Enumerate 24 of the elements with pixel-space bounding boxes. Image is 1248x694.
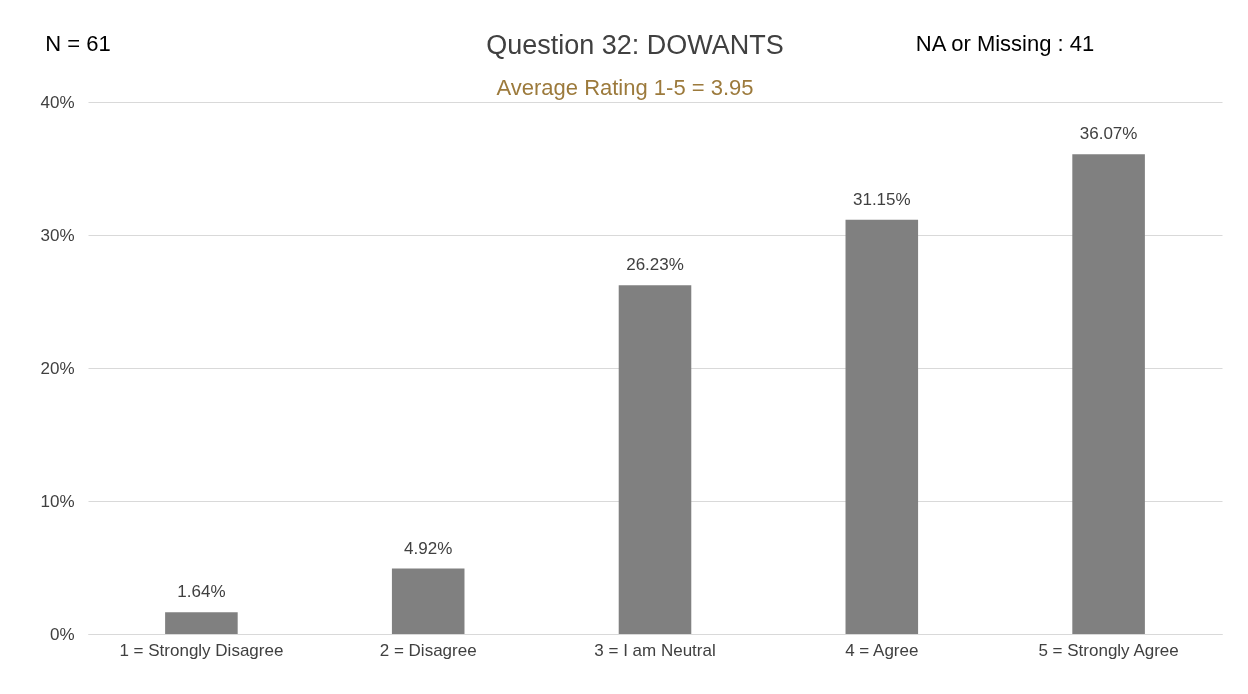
chart-title: Question 32: DOWANTS (486, 30, 784, 60)
text: N = 61 (45, 31, 111, 56)
y-tick-label: 0% (49, 624, 75, 644)
x-tick-label: 3 = I am Neutral (594, 640, 716, 660)
y-tick-label: 10% (40, 491, 75, 511)
bar (1072, 154, 1145, 634)
data-label: 36.07% (1079, 124, 1138, 144)
x-tick-label: 1 = Strongly Disagree (119, 640, 284, 660)
data-label: 26.23% (626, 255, 684, 275)
data-label: 31.15% (852, 189, 911, 209)
bar (618, 285, 692, 634)
chart-subtitle: Average Rating 1-5 = 3.95 (496, 75, 754, 100)
y-tick-label: 30% (40, 225, 75, 245)
text: NA or Missing : 41 (915, 31, 1095, 56)
y-tick-label: 40% (40, 92, 75, 112)
bar (845, 219, 919, 634)
data-label: 4.92% (404, 538, 453, 558)
x-tick-label: 2 = Disagree (379, 640, 477, 660)
x-tick-label: 4 = Agree (845, 640, 919, 660)
bar (391, 568, 465, 634)
bar (165, 612, 238, 634)
x-tick-label: 5 = Strongly Agree (1038, 640, 1179, 660)
data-label: 1.64% (177, 582, 226, 602)
y-tick-label: 20% (40, 358, 75, 378)
